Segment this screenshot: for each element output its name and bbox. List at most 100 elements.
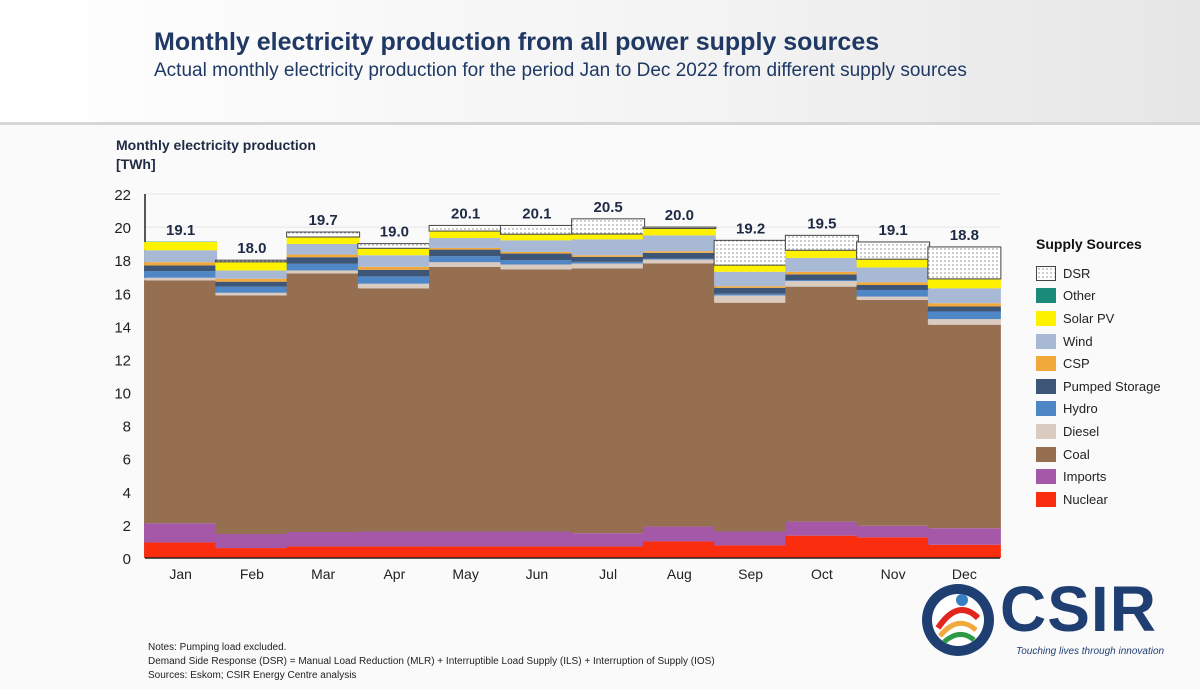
x-tick-label: Aug (667, 566, 692, 582)
bar-segment-diesel-jan (144, 277, 218, 281)
bar-segment-wind-mar (286, 243, 360, 255)
legend-swatch (1036, 401, 1056, 417)
y-tick-label: 12 (114, 352, 131, 369)
y-axis-label-line1: Monthly electricity production (116, 137, 316, 153)
bar-segment-dsr-jul (571, 218, 646, 235)
total-data-label: 18.8 (950, 227, 979, 244)
bar-segment-imports-may (429, 531, 503, 547)
csir-logo: CSIR Touching lives through innovation (918, 573, 1188, 668)
notes: Notes: Pumping load excluded. Demand Sid… (148, 641, 715, 683)
bar-segment-solar-pv-nov (856, 259, 930, 268)
bar-segment-nuclear-nov (856, 537, 930, 558)
y-axis-label: Monthly electricity production [TWh] (116, 136, 316, 174)
y-tick-label: 6 (123, 452, 131, 469)
bar-segment-csp-feb (215, 278, 289, 282)
bar-segment-hydro-jan (144, 271, 218, 278)
bar-segment-pumped-storage-aug (642, 252, 716, 259)
legend-swatch (1036, 469, 1056, 485)
bar-segment-wind-oct (785, 257, 859, 272)
bar-segment-wind-aug (642, 235, 716, 252)
bar-segment-hydro-aug (642, 258, 716, 260)
bar-segment-pumped-storage-mar (286, 257, 360, 264)
bar-segment-diesel-jul (571, 263, 645, 269)
bar-segment-imports-jun (500, 531, 574, 547)
bar-segment-coal-jan (144, 280, 218, 524)
bar-segment-coal-aug (642, 263, 716, 527)
bar-segment-csp-nov (856, 282, 930, 285)
bar-segment-nuclear-apr (357, 546, 431, 558)
bar-segment-dsr-feb (214, 259, 289, 263)
legend-swatch (1036, 356, 1056, 372)
legend-label: Imports (1063, 469, 1107, 485)
bar-segment-pumped-storage-sep (714, 287, 788, 294)
bar-segment-coal-oct (785, 286, 859, 522)
bar-segment-diesel-aug (642, 259, 716, 264)
note-sources: Sources: Eskom; CSIR Energy Centre analy… (148, 670, 357, 681)
total-data-label: 20.0 (665, 207, 694, 224)
bar-segment-wind-jan (144, 250, 218, 263)
bar-segment-coal-may (429, 266, 503, 532)
page-subtitle: Actual monthly electricity production fo… (154, 60, 967, 81)
note-dsr: Demand Side Response (DSR) = Manual Load… (148, 656, 715, 667)
bar-segment-solar-pv-jun (500, 234, 574, 241)
bar-segment-csp-jun (500, 251, 574, 254)
bar-segment-nuclear-aug (642, 541, 716, 558)
bar-segment-coal-feb (215, 295, 289, 535)
x-tick-label: Dec (952, 566, 977, 582)
y-tick-label: 0 (123, 551, 131, 568)
bar-segment-hydro-sep (714, 293, 788, 296)
bar-segment-diesel-nov (856, 296, 930, 300)
bar-segment-imports-sep (714, 531, 788, 546)
bar-segment-pumped-storage-jul (571, 256, 645, 262)
y-tick-label: 2 (123, 518, 131, 535)
bar-segment-hydro-jul (571, 261, 645, 264)
bar-segment-nuclear-jun (500, 546, 574, 558)
bar-segment-hydro-may (429, 256, 503, 263)
y-tick-label: 8 (123, 419, 131, 436)
legend-item-csp: CSP (1036, 352, 1161, 375)
bar-segment-nuclear-dec (927, 544, 1001, 558)
total-data-label: 19.0 (380, 224, 409, 241)
total-data-label: 18.0 (237, 240, 266, 257)
y-tick-label: 14 (114, 319, 131, 336)
bar-segment-nuclear-jul (571, 546, 645, 558)
bar-segment-wind-dec (927, 288, 1001, 304)
bar-segment-imports-aug (642, 526, 716, 542)
logo-text: CSIR (1000, 573, 1157, 645)
bar-segment-solar-pv-jan (144, 241, 218, 251)
bar-segment-dsr-apr (357, 243, 432, 249)
x-tick-label: Oct (811, 566, 833, 582)
bar-segment-diesel-sep (714, 295, 788, 303)
bar-segment-wind-may (429, 238, 503, 248)
bar-segment-csp-jul (571, 255, 645, 257)
legend-swatch (1036, 333, 1056, 349)
legend-item-hydro: Hydro (1036, 398, 1161, 421)
bar-segment-csp-aug (642, 251, 716, 253)
bar-segment-imports-oct (785, 521, 859, 536)
bar-segment-solar-pv-jul (571, 234, 645, 240)
legend-swatch (1036, 491, 1056, 507)
legend: Supply Sources DSR Other Solar PV Wind CSP Pu… (1036, 236, 1161, 511)
note-pumping: Notes: Pumping load excluded. (148, 642, 287, 653)
x-tick-label: Mar (311, 566, 335, 582)
bar-segment-coal-jul (571, 268, 645, 534)
y-tick-label: 4 (123, 485, 131, 502)
bar-segment-pumped-storage-oct (785, 274, 859, 281)
bar-segment-nuclear-sep (714, 545, 788, 558)
bar-segment-imports-dec (927, 528, 1001, 545)
bar-segment-csp-may (429, 247, 503, 250)
bar-segment-nuclear-oct (785, 535, 859, 558)
bar-segment-diesel-mar (286, 270, 360, 274)
legend-label: Pumped Storage (1063, 378, 1161, 394)
y-axis-label-unit: [TWh] (116, 156, 156, 172)
page-title: Monthly electricity production from all … (154, 28, 880, 56)
bar-segment-wind-apr (357, 255, 431, 267)
y-tick-label: 20 (114, 220, 131, 237)
bar-segment-coal-jun (500, 269, 574, 532)
bar-segment-imports-apr (357, 531, 431, 547)
bar-segment-diesel-oct (785, 281, 859, 287)
bar-segment-pumped-storage-may (429, 249, 503, 257)
csir-emblem-icon (922, 584, 994, 656)
bar-segment-diesel-jun (500, 264, 574, 270)
total-data-label: 19.1 (166, 222, 195, 239)
